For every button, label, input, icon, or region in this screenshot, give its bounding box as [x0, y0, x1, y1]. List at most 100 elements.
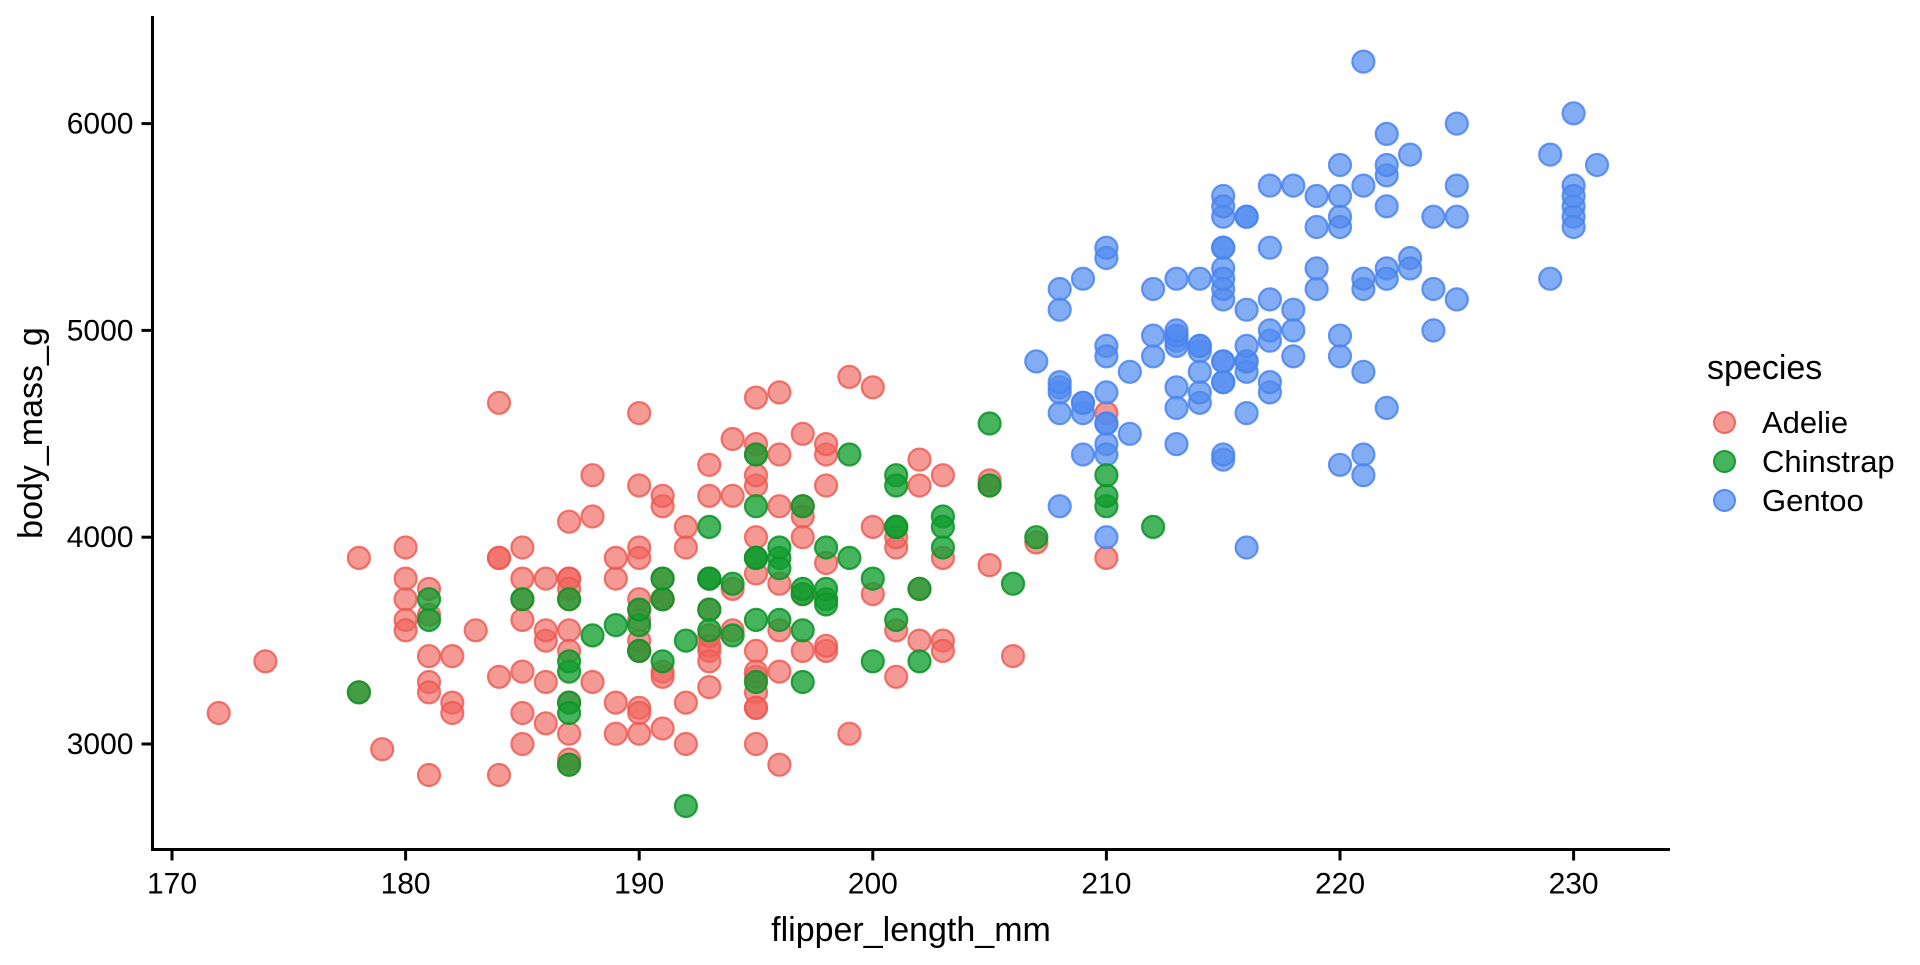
- data-point-adelie: [580, 463, 605, 488]
- data-point-adelie: [907, 628, 932, 653]
- data-point-adelie: [743, 463, 769, 488]
- data-point-adelie: [510, 535, 535, 560]
- legend-label-adelie: Adelie: [1762, 404, 1849, 440]
- data-point-chinstrap: [650, 649, 675, 674]
- data-point-chinstrap: [837, 442, 862, 467]
- data-point-adelie: [627, 700, 652, 726]
- data-point-adelie: [556, 721, 582, 746]
- data-point-adelie: [603, 545, 628, 571]
- x-tick-label: 230: [1549, 868, 1599, 901]
- data-point-gentoo: [1421, 318, 1446, 343]
- data-point-gentoo: [1561, 183, 1586, 209]
- data-point-gentoo: [1444, 204, 1469, 229]
- data-point-adelie: [720, 426, 745, 452]
- y-tick-label: 5000: [67, 314, 134, 347]
- legend-label-gentoo: Gentoo: [1762, 482, 1864, 518]
- data-point-adelie: [860, 375, 885, 400]
- data-point-gentoo: [1327, 344, 1353, 369]
- data-point-chinstrap: [697, 597, 722, 622]
- data-point-gentoo: [1351, 463, 1376, 488]
- data-point-chinstrap: [650, 566, 675, 591]
- data-point-adelie: [790, 638, 815, 664]
- data-point-gentoo: [1281, 318, 1306, 343]
- data-point-gentoo: [1187, 333, 1212, 358]
- data-point-chinstrap: [743, 607, 769, 633]
- data-point-adelie: [697, 452, 722, 477]
- data-point-gentoo: [1234, 333, 1259, 358]
- data-point-adelie: [253, 649, 278, 674]
- data-point-adelie: [907, 473, 932, 498]
- data-point-gentoo: [1327, 323, 1353, 348]
- data-point-chinstrap: [673, 628, 699, 653]
- data-point-gentoo: [1538, 142, 1563, 167]
- data-point-gentoo: [1140, 323, 1166, 348]
- data-point-adelie: [603, 566, 628, 591]
- data-point-adelie: [813, 633, 839, 658]
- data-point-chinstrap: [884, 514, 909, 540]
- data-point-adelie: [440, 700, 465, 726]
- data-point-chinstrap: [790, 669, 815, 695]
- data-point-adelie: [907, 447, 932, 472]
- points-layer: [206, 49, 1610, 819]
- data-point-gentoo: [1094, 380, 1119, 405]
- data-point-chinstrap: [790, 494, 815, 519]
- data-point-chinstrap: [673, 793, 699, 819]
- data-point-adelie: [767, 752, 792, 777]
- data-point-gentoo: [1117, 359, 1142, 384]
- data-point-chinstrap: [907, 576, 932, 602]
- data-point-chinstrap: [977, 473, 1002, 498]
- data-point-gentoo: [1304, 256, 1329, 281]
- data-point-adelie: [627, 721, 652, 746]
- data-point-gentoo: [1374, 266, 1399, 291]
- data-point-chinstrap: [1000, 571, 1026, 596]
- data-point-chinstrap: [813, 535, 839, 560]
- data-point-chinstrap: [720, 623, 745, 648]
- data-point-chinstrap: [837, 545, 862, 571]
- data-point-adelie: [416, 680, 442, 705]
- data-point-gentoo: [1374, 121, 1399, 146]
- data-point-chinstrap: [930, 535, 956, 560]
- data-point-adelie: [790, 421, 815, 446]
- data-point-chinstrap: [977, 411, 1002, 436]
- data-point-adelie: [416, 762, 442, 788]
- data-point-gentoo: [1351, 442, 1376, 467]
- data-point-chinstrap: [627, 638, 652, 664]
- data-point-gentoo: [1187, 266, 1212, 291]
- data-point-adelie: [486, 545, 512, 571]
- data-point-gentoo: [1234, 297, 1259, 322]
- data-point-chinstrap: [697, 566, 722, 591]
- data-point-gentoo: [1281, 297, 1306, 322]
- data-point-chinstrap: [556, 649, 582, 674]
- chinstrap-point-swatch-icon: [1713, 450, 1736, 473]
- data-point-gentoo: [1211, 370, 1236, 395]
- data-point-adelie: [673, 690, 699, 715]
- data-point-adelie: [837, 364, 862, 389]
- data-point-gentoo: [1421, 204, 1446, 229]
- data-point-adelie: [393, 587, 418, 612]
- data-point-adelie: [1000, 643, 1026, 669]
- data-point-gentoo: [1070, 266, 1096, 291]
- legend-title: species: [1707, 349, 1823, 387]
- x-tick-label: 210: [1081, 868, 1131, 901]
- data-point-gentoo: [1117, 421, 1142, 446]
- data-point-gentoo: [1561, 101, 1586, 126]
- data-point-chinstrap: [1024, 525, 1049, 550]
- data-point-gentoo: [1397, 142, 1423, 167]
- data-point-chinstrap: [416, 587, 442, 612]
- x-axis-title: flipper_length_mm: [771, 911, 1051, 949]
- data-point-gentoo: [1327, 452, 1353, 477]
- data-point-gentoo: [1164, 395, 1189, 420]
- x-tick-label: 180: [381, 868, 431, 901]
- data-point-adelie: [767, 380, 792, 405]
- data-point-adelie: [463, 618, 488, 643]
- data-point-adelie: [767, 659, 792, 684]
- data-point-gentoo: [1047, 494, 1072, 519]
- data-point-adelie: [930, 638, 956, 664]
- data-point-gentoo: [1164, 266, 1189, 291]
- data-point-chinstrap: [767, 535, 792, 560]
- x-tick-label: 170: [147, 868, 197, 901]
- data-point-adelie: [580, 669, 605, 695]
- data-point-gentoo: [1024, 349, 1049, 374]
- data-point-adelie: [393, 535, 418, 560]
